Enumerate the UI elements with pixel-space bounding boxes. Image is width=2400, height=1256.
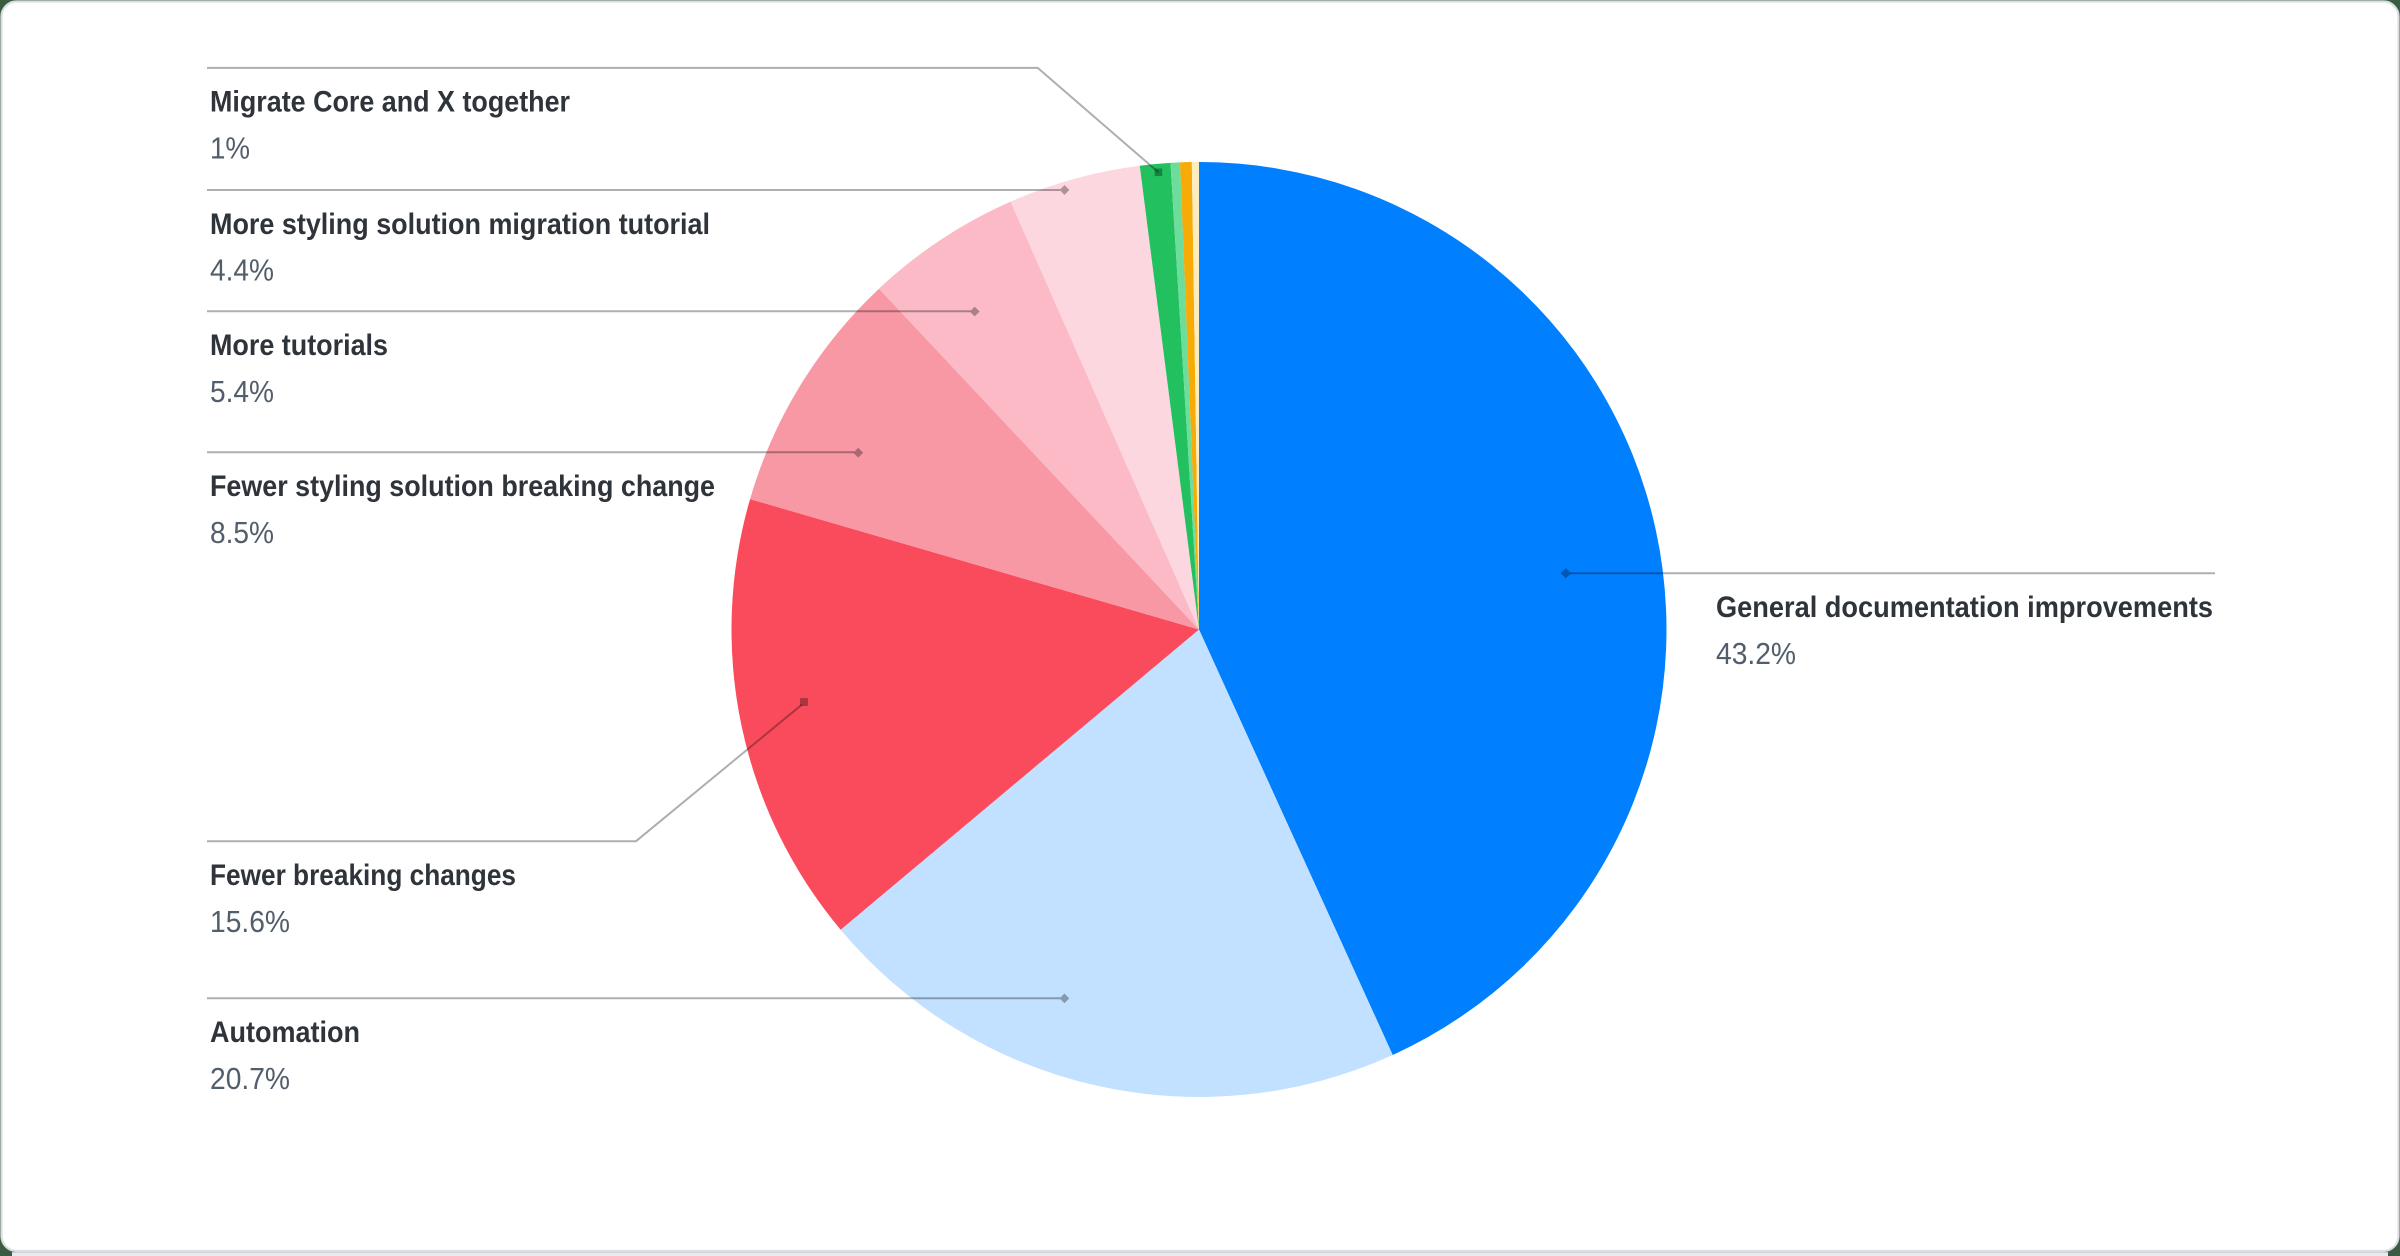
svg-text:More tutorials: More tutorials (210, 329, 388, 362)
svg-text:20.7%: 20.7% (210, 1061, 290, 1096)
svg-text:Fewer styling solution breakin: Fewer styling solution breaking change (210, 470, 715, 503)
svg-text:Automation: Automation (210, 1016, 360, 1049)
svg-text:More styling solution migratio: More styling solution migration tutorial (210, 208, 710, 241)
svg-text:4.4%: 4.4% (210, 253, 274, 288)
svg-text:5.4%: 5.4% (210, 374, 274, 409)
svg-text:15.6%: 15.6% (210, 904, 290, 939)
svg-text:General documentation improvem: General documentation improvements (1716, 591, 2213, 624)
svg-text:Migrate Core and X together: Migrate Core and X together (210, 86, 570, 119)
svg-text:1%: 1% (210, 130, 250, 165)
svg-text:8.5%: 8.5% (210, 515, 274, 550)
svg-text:43.2%: 43.2% (1716, 636, 1796, 671)
svg-text:Fewer breaking changes: Fewer breaking changes (210, 859, 516, 892)
